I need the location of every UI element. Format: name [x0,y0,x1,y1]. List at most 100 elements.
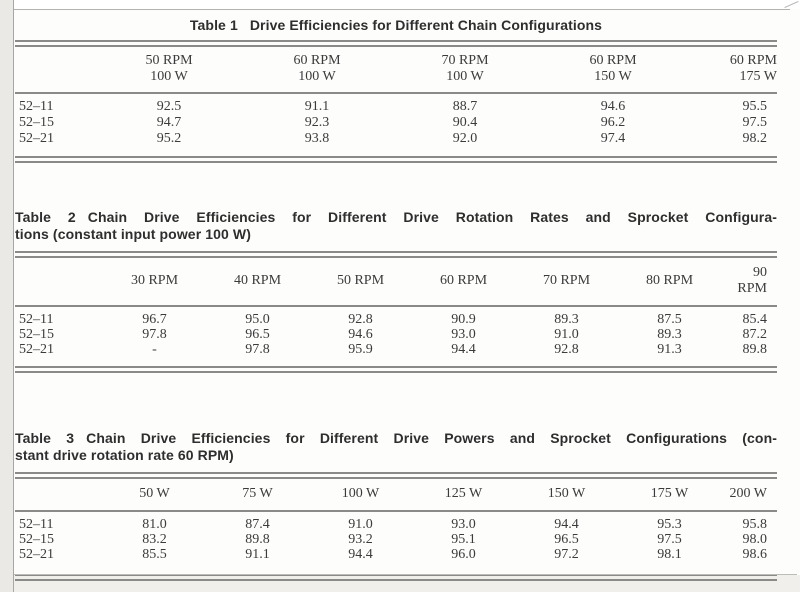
table-row: 52–15 83.2 89.8 93.2 95.1 96.5 97.5 98.0 [15,532,777,547]
value-cell: 92.5 [156,99,182,114]
table2-caption-label: Table 2 [15,209,76,225]
value-cell: 96.7 [142,312,167,327]
value-cell: 92.3 [304,115,330,130]
value-cell: 97.4 [600,131,626,146]
value-cell: 96.0 [451,547,476,562]
value-cell: 81.0 [142,517,167,532]
column-header: 50 RPM 100 W [95,47,243,94]
table2-grid: 30 RPM 40 RPM 50 RPM 60 RPM 70 RPM 80 RPM 90 R… [15,258,777,366]
value-cell: 92.8 [554,342,579,357]
table3-caption-line1: Table 3 Chain Drive Efficiencies for Diff… [15,430,777,447]
table3-caption-line2: stant drive rotation rate 60 RPM) [15,447,234,463]
value-cell: 87.2 [742,327,768,342]
value-cell: 92.0 [452,131,478,146]
header-row: 30 RPM 40 RPM 50 RPM 60 RPM 70 RPM 80 RPM 90 R… [15,258,777,307]
column-header: 70 RPM [515,258,618,307]
table2-top-rule [15,251,777,258]
value-cell: 98.1 [657,547,682,562]
value-cell: 93.8 [304,131,330,146]
table-section-1: Table 1 Drive Efficiencies for Different … [15,17,777,163]
table2-caption-text: Chain Drive Efficiencies for Different D… [87,209,777,225]
scan-left-margin [0,0,14,592]
value-cell: 95.8 [742,517,768,532]
column-header: 60 RPM 100 W [243,47,391,94]
row-label: 52–15 [19,532,54,547]
table-row: 52–21 95.2 93.8 92.0 97.4 98.2 [15,131,777,156]
value-cell: 98.6 [742,547,768,562]
table1-top-rule [15,40,777,47]
value-cell: 91.1 [245,547,270,562]
table3-bottom-rule [15,574,777,581]
table1-caption-text: Drive Efficiencies for Different Chain C… [249,17,603,33]
row-label: 52–21 [19,342,54,357]
table1-bottom-rule [15,156,777,163]
column-header: 40 RPM [206,258,309,307]
value-cell: 87.5 [657,312,682,327]
value-cell: 94.4 [348,547,373,562]
value-cell: 83.2 [142,532,167,547]
value-cell: 95.0 [245,312,270,327]
scan-corner-artifact [784,0,799,9]
value-cell: 90.9 [451,312,476,327]
table1-grid: 50 RPM 100 W 60 RPM 100 W 70 RPM 100 W 60 R… [15,47,777,156]
value-cell: 97.8 [142,327,167,342]
row-label: 52–21 [19,547,54,562]
value-cell: 94.4 [451,342,476,357]
table-row: 52–21 85.5 91.1 94.4 96.0 97.2 98.1 98.6 [15,547,777,574]
value-cell: 85.5 [142,547,167,562]
table3-caption-label: Table 3 [15,430,75,446]
column-header: 80 RPM [618,258,721,307]
value-cell: 95.1 [451,532,476,547]
value-cell: - [152,342,157,357]
table3-grid: 50 W 75 W 100 W 125 W 150 W 175 W 200 W 52–11 81… [15,479,777,574]
value-cell: 87.4 [245,517,270,532]
column-header: 60 RPM [412,258,515,307]
table-row: 52–15 94.7 92.3 90.4 96.2 97.5 [15,115,777,131]
row-label: 52–21 [19,131,54,146]
column-header: 30 RPM [103,258,206,307]
column-header: 60 RPM 150 W [539,47,687,94]
header-empty-cell [15,47,95,94]
header-empty-cell [15,479,103,512]
column-header: 100 W [309,479,412,512]
page-top-border [14,9,790,10]
table-row: 52–21 - 97.8 95.9 94.4 92.8 91.3 89.8 [15,342,777,366]
value-cell: 97.8 [245,342,270,357]
value-cell: 90.4 [452,115,478,130]
value-cell: 97.2 [554,547,579,562]
value-cell: 91.0 [348,517,373,532]
table1-caption: Table 1 Drive Efficiencies for Different … [15,17,777,34]
value-cell: 93.2 [348,532,373,547]
value-cell: 94.7 [156,115,182,130]
column-header: 70 RPM 100 W [391,47,539,94]
value-cell: 91.3 [657,342,682,357]
table2-caption-line2: tions (constant input power 100 W) [15,226,251,242]
page: Table 1 Drive Efficiencies for Different … [14,9,800,581]
column-header: 150 W [515,479,618,512]
value-cell: 91.0 [554,327,579,342]
value-cell: 98.0 [742,532,768,547]
table2-bottom-rule [15,366,777,373]
value-cell: 89.3 [554,312,579,327]
header-row: 50 RPM 100 W 60 RPM 100 W 70 RPM 100 W 60 R… [15,47,777,94]
value-cell: 97.5 [742,115,768,130]
column-header: 50 W [103,479,206,512]
value-cell: 94.6 [600,99,626,114]
value-cell: 97.5 [657,532,682,547]
column-header: 175 W [618,479,721,512]
row-label: 52–11 [19,99,54,114]
column-header: 125 W [412,479,515,512]
value-cell: 94.4 [554,517,579,532]
value-cell: 98.2 [742,131,768,146]
table3-caption-text: Chain Drive Efficiencies for Different D… [86,430,777,446]
column-header: 60 RPM 175 W [687,47,777,94]
column-header: 75 W [206,479,309,512]
value-cell: 88.7 [452,99,478,114]
value-cell: 89.8 [245,532,270,547]
row-label: 52–11 [19,312,54,327]
value-cell: 93.0 [451,517,476,532]
value-cell: 96.5 [245,327,270,342]
table-section-2: Table 2 Chain Drive Efficiencies for Diff… [15,209,777,373]
page-bottom-border [14,574,797,575]
table-row: 52–15 97.8 96.5 94.6 93.0 91.0 89.3 87.2 [15,327,777,342]
